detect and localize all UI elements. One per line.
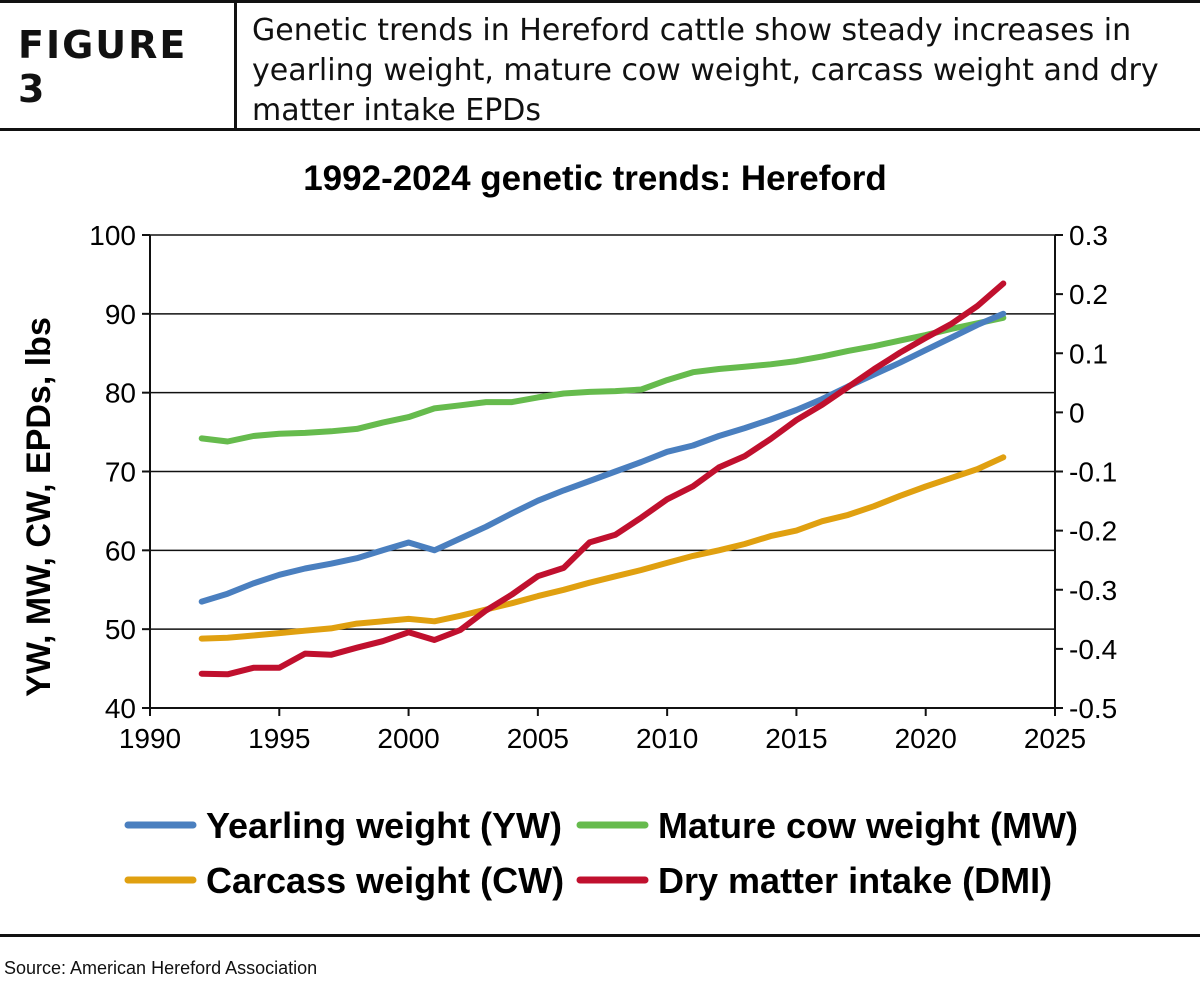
- y2-tick-label: -0.2: [1069, 516, 1117, 547]
- legend-label-yw: Yearling weight (YW): [206, 805, 562, 846]
- x-tick-label: 2015: [765, 723, 827, 754]
- y-tick-label: 100: [89, 220, 136, 251]
- y-tick-label: 90: [105, 299, 136, 330]
- y-tick-label: 70: [105, 457, 136, 488]
- legend-label-cw: Carcass weight (CW): [206, 860, 564, 901]
- y2-tick-label: 0.1: [1069, 338, 1108, 369]
- y-tick-label: 40: [105, 693, 136, 724]
- y2-tick-label: 0.3: [1069, 220, 1108, 251]
- y2-tick-label: 0.2: [1069, 279, 1108, 310]
- source-note: Source: American Hereford Association: [4, 958, 318, 978]
- figure-label: FIGURE 3: [18, 22, 188, 111]
- x-tick-label: 2010: [636, 723, 698, 754]
- x-tick-label: 2005: [507, 723, 569, 754]
- x-tick-label: 1990: [119, 723, 181, 754]
- y-tick-label: 50: [105, 614, 136, 645]
- y2-tick-label: -0.5: [1069, 693, 1117, 724]
- y2-tick-label: -0.4: [1069, 634, 1117, 665]
- figure-header: FIGURE 3 Genetic trends in Hereford catt…: [0, 3, 1200, 130]
- legend-label-mw: Mature cow weight (MW): [658, 805, 1078, 846]
- figure-caption: Genetic trends in Hereford cattle show s…: [252, 13, 1159, 128]
- x-tick-label: 2000: [377, 723, 439, 754]
- y-tick-label: 80: [105, 378, 136, 409]
- x-tick-label: 2020: [895, 723, 957, 754]
- y2-tick-label: -0.1: [1069, 457, 1117, 488]
- y2-tick-label: -0.3: [1069, 575, 1117, 606]
- top-rule: [0, 0, 1200, 3]
- x-tick-label: 1995: [248, 723, 310, 754]
- series-line-mw: [198, 314, 1007, 445]
- y-axis-label: YW, MW, CW, EPDs, lbs: [20, 317, 58, 697]
- series-line-yw: [198, 310, 1007, 605]
- y-tick-label: 60: [105, 535, 136, 566]
- y2-tick-label: 0: [1069, 397, 1085, 428]
- series-line-dmi: [198, 280, 1007, 678]
- header-divider: [234, 3, 237, 130]
- legend-label-dmi: Dry matter intake (DMI): [658, 860, 1052, 901]
- header-bottom-rule: [0, 128, 1200, 131]
- bottom-rule: [0, 934, 1200, 937]
- line-chart: 1992-2024 genetic trends: Hereford YW, M…: [20, 159, 1117, 901]
- series-line-cw: [198, 454, 1007, 642]
- x-tick-label: 2025: [1024, 723, 1086, 754]
- chart-title: 1992-2024 genetic trends: Hereford: [303, 159, 887, 198]
